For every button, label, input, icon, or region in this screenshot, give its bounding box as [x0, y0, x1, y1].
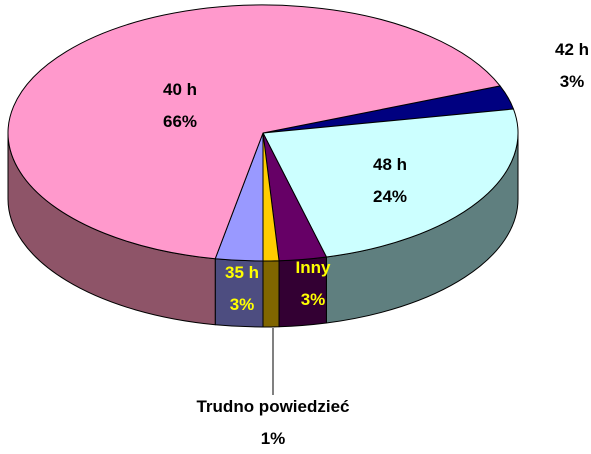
data-label-name: Inny — [296, 258, 331, 277]
data-label-value: 66% — [163, 112, 197, 131]
data-label-value: 3% — [560, 72, 585, 91]
data-label-value: 3% — [230, 295, 255, 314]
data-label-name: 35 h — [225, 263, 259, 282]
data-label-name: 48 h — [373, 155, 407, 174]
data-label-value: 1% — [261, 429, 286, 448]
data-label-name: 42 h — [555, 40, 589, 59]
data-label-name: Trudno powiedzieć — [196, 397, 349, 416]
data-label-name: 40 h — [163, 80, 197, 99]
slice-side — [262, 260, 280, 328]
slice — [7, 4, 501, 260]
data-label-value: 3% — [301, 290, 326, 309]
data-label-value: 24% — [373, 187, 407, 206]
slice — [262, 108, 519, 258]
